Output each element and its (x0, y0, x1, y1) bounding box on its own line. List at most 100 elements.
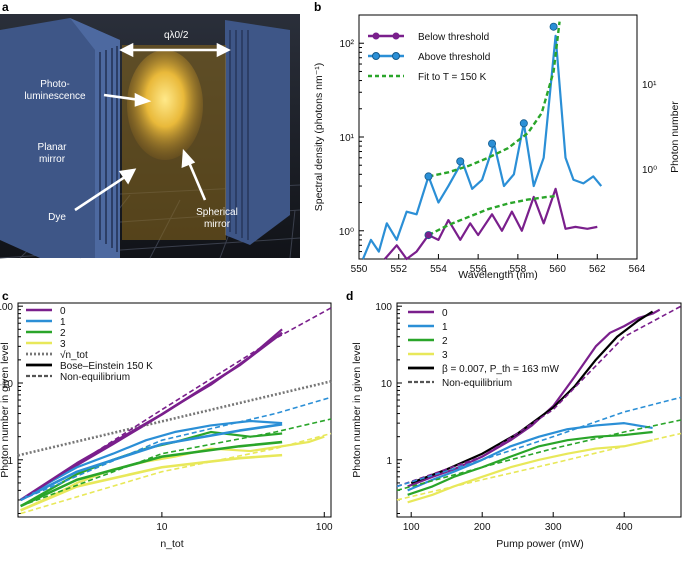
x-tick-label-300: 300 (545, 522, 562, 533)
x-tick-label-552: 552 (390, 264, 407, 275)
marker-above-threshold-4 (519, 119, 528, 128)
photoluminescence-arrow (103, 93, 141, 102)
legend-b-below: Below threshold (418, 32, 489, 43)
y-tick-label-2: 100 (375, 302, 392, 313)
x-tick-label-564: 564 (629, 264, 646, 275)
legend-d-label-0: 0 (442, 308, 448, 319)
chart-d-y-label: Photon number in given level (351, 342, 363, 477)
scene-label-spherical: Spherical (196, 207, 238, 218)
panel-label-a: a (2, 0, 9, 14)
planar-mirror-block (0, 18, 120, 258)
scene-illustration: qλ0/2 Photo- luminescence Planar mirror … (0, 14, 301, 259)
series-c-1 (20, 419, 283, 501)
y-tick-label-2: 10² (340, 39, 355, 50)
chart-c-y-label: Photon number in given level (0, 342, 11, 477)
legend-d-label-2: 2 (442, 336, 448, 347)
legend-d-label-5: Non-equilibrium (442, 378, 512, 389)
series-d-2 (407, 430, 653, 496)
marker-below-threshold-0 (424, 231, 433, 240)
x-tick-label-554: 554 (430, 264, 447, 275)
marker-above-threshold-5 (549, 22, 558, 31)
y-tick-label-0: 10⁰ (339, 227, 354, 238)
legend-c-label-2: 2 (60, 328, 66, 339)
legend-b-above: Above threshold (418, 52, 490, 63)
x-tick-label-558: 558 (510, 264, 527, 275)
panel-label-d: d (346, 289, 353, 303)
legend-b-marker-below (372, 32, 380, 40)
marker-above-threshold-1 (424, 172, 433, 181)
legend-b-fit: Fit to T = 150 K (418, 72, 487, 83)
x-tick-label-556: 556 (470, 264, 487, 275)
chart-b-x-ticks: 550 552 554 556 558 560 562 564 (351, 254, 646, 275)
chart-b-plot (361, 21, 603, 261)
scene-label-mirror-1: mirror (39, 154, 66, 165)
series-fit-branch-1 (427, 194, 558, 237)
series-d-non-equilibrium-3 (396, 432, 682, 501)
scene-label-dye: Dye (48, 212, 66, 223)
series-c-bose-einstein-150-k-1 (20, 422, 283, 502)
dye-arrow (74, 173, 129, 212)
series-fit-branch-0 (428, 21, 561, 178)
chart-c-x-ticks: 10 100 (156, 512, 333, 533)
y-tick-label-1: 10 (381, 379, 393, 390)
chart-b-x-label: Wavelength (nm) (458, 269, 538, 281)
x-tick-label-200: 200 (474, 522, 491, 533)
chart-b: 550 552 554 556 558 560 562 564 10⁰ 10¹ 10² Wavel… (313, 14, 681, 281)
y-tick-label-0: 1 (7, 456, 13, 467)
x-tick-label-562: 562 (589, 264, 606, 275)
chart-b-y-label-right: Photon number (669, 101, 681, 173)
legend-c-label-3: 3 (60, 339, 66, 350)
legend-c-label-0: 0 (60, 306, 66, 317)
marker-above-threshold-2 (456, 157, 465, 166)
y-tick-label-1: 10 (2, 379, 14, 390)
scene-label-planar: Planar (38, 142, 68, 153)
chart-d-plot (396, 305, 682, 504)
series-c-non-equilibrium-2 (20, 418, 332, 507)
chart-d-x-ticks: 100 200 300 400 (403, 512, 633, 533)
marker-above-threshold-3 (488, 139, 497, 148)
y-tick-label-2: 100 (0, 302, 13, 313)
chart-c-x-label: n_tot (160, 538, 183, 550)
scene-label-photo: Photo- (40, 79, 69, 90)
series-b-above-threshold (361, 34, 603, 260)
series-c-non-equilibrium-3 (20, 432, 332, 515)
x-tick-label-400: 400 (616, 522, 633, 533)
legend-c-label-4: √n_tot (60, 349, 88, 361)
panel-label-c: c (2, 289, 9, 303)
chart-b-right-tick-0: 10⁰ (642, 165, 657, 176)
panel-label-b: b (314, 0, 321, 14)
legend-d-label-4: β = 0.007, P_th = 163 mW (442, 364, 559, 375)
scene-label-luminescence: luminescence (24, 91, 86, 102)
legend-c-label-6: Non-equilibrium (60, 372, 130, 383)
series-b-below-threshold (383, 187, 598, 261)
series-c-bose-einstein-150-k-2 (20, 440, 283, 508)
chart-b-y-label: Spectral density (photons nm⁻¹) (313, 63, 325, 212)
series-d-0-007-p-th-163-mw (410, 310, 654, 484)
series-c-bose-einstein-150-k-3 (20, 453, 283, 512)
series-d-non-equilibrium-1 (396, 396, 682, 488)
x-tick-label-560: 560 (549, 264, 566, 275)
photoluminescence-glow (127, 50, 203, 160)
chart-d-x-label: Pump power (mW) (496, 538, 584, 550)
series-c-non-equilibrium-0 (20, 307, 332, 501)
chart-c-frame (17, 302, 332, 518)
y-tick-label-1: 10¹ (340, 133, 355, 144)
chart-b-y-ticks: 10⁰ 10¹ 10² (339, 14, 364, 260)
series-d-non-equilibrium-2 (396, 419, 682, 492)
legend-d-label-3: 3 (442, 350, 448, 361)
chart-c-y-ticks: 1 10 100 (0, 302, 23, 514)
x-tick-label-100: 100 (403, 522, 420, 533)
chart-b-legend: Below threshold Above threshold Fit to T… (368, 32, 490, 83)
chart-d-legend: 0 1 2 3 β = 0.007, P_th = 163 mW Non-equilibr… (408, 308, 559, 389)
chart-b-right-tick-1: 10¹ (642, 80, 657, 91)
series-d-3 (407, 439, 653, 504)
chart-d-frame (396, 302, 682, 518)
spherical-mirror-arrow (186, 159, 207, 201)
x-tick-label-550: 550 (351, 264, 368, 275)
x-tick-label-10: 10 (156, 522, 168, 533)
series-c-n-tot (17, 380, 332, 457)
